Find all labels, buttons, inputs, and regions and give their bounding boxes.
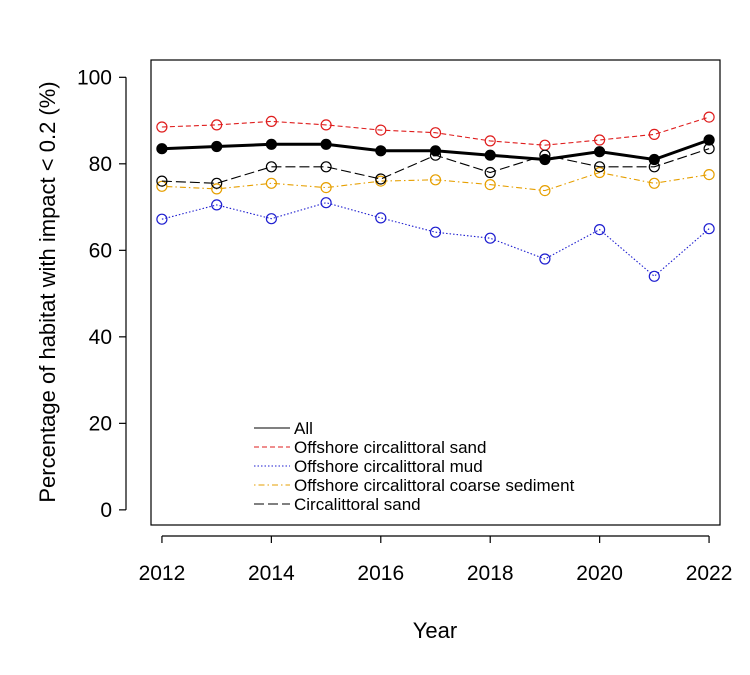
data-point (211, 140, 223, 153)
data-point (211, 177, 223, 189)
data-point (320, 182, 332, 194)
y-tick-label: 20 (89, 412, 112, 435)
data-point (648, 177, 660, 189)
x-tick-label: 2022 (686, 562, 733, 585)
data-point (211, 119, 223, 131)
y-tick-label: 100 (77, 66, 112, 89)
data-point (265, 213, 277, 225)
data-point (703, 111, 715, 123)
data-point (648, 270, 660, 282)
y-tick-label: 60 (89, 239, 112, 262)
data-point (375, 124, 387, 136)
y-axis-title: Percentage of habitat with impact < 0.2 … (35, 81, 60, 502)
data-point (375, 212, 387, 224)
data-point (156, 213, 168, 225)
data-point (265, 115, 277, 128)
data-point (211, 183, 223, 195)
y-axis: 0 20 40 60 80 100 (77, 66, 127, 522)
y-tick-label: 0 (100, 499, 112, 522)
data-point (320, 197, 332, 209)
data-point (484, 149, 496, 161)
x-tick-label: 2020 (576, 562, 623, 585)
data-point (703, 134, 715, 146)
data-point (703, 223, 715, 235)
series-0 (156, 134, 715, 166)
data-point (211, 199, 223, 211)
data-point (429, 226, 442, 238)
legend-item: Circalittoral sand (254, 495, 421, 514)
data-point (156, 175, 168, 187)
series-3 (156, 166, 715, 197)
data-point (539, 185, 551, 197)
data-point (539, 253, 551, 265)
x-axis-title: Year (413, 618, 457, 643)
data-point (429, 145, 442, 157)
data-point (539, 153, 551, 166)
legend-label: Offshore circalittoral sand (294, 438, 486, 457)
data-point (320, 119, 332, 131)
data-point (320, 138, 332, 150)
legend-label: Offshore circalittoral mud (294, 457, 483, 476)
x-tick-label: 2012 (139, 562, 186, 585)
data-point (265, 161, 277, 173)
series-layer (156, 111, 715, 282)
data-point (593, 134, 606, 146)
series-line (161, 171, 710, 192)
data-point (156, 143, 168, 155)
legend-item: Offshore circalittoral coarse sediment (254, 476, 575, 495)
x-tick-label: 2018 (467, 562, 514, 585)
series-line (161, 116, 710, 146)
data-point (703, 169, 715, 181)
series-line (161, 202, 710, 278)
y-tick-label: 80 (89, 153, 112, 176)
legend-label: All (294, 419, 313, 438)
data-point (593, 166, 606, 179)
data-point (484, 166, 496, 179)
legend-item: Offshore circalittoral sand (254, 438, 486, 457)
x-tick-label: 2016 (357, 562, 404, 585)
plot-frame (150, 59, 721, 526)
data-point (648, 128, 660, 140)
series-2 (156, 197, 715, 282)
data-point (429, 174, 442, 186)
data-point (375, 145, 387, 157)
data-point (484, 135, 496, 147)
data-point (375, 173, 387, 185)
data-point (593, 146, 606, 158)
x-tick-label: 2014 (248, 562, 295, 585)
data-point (429, 127, 442, 139)
legend-label: Offshore circalittoral coarse sediment (294, 476, 575, 495)
data-point (265, 138, 277, 150)
data-point (484, 179, 496, 191)
legend-item: All (254, 419, 313, 438)
legend-item: Offshore circalittoral mud (254, 457, 483, 476)
data-point (593, 161, 606, 173)
data-point (648, 153, 660, 166)
series-1 (156, 111, 715, 151)
y-tick-label: 40 (89, 326, 112, 349)
data-point (593, 224, 606, 236)
legend-label: Circalittoral sand (294, 495, 421, 514)
x-axis: 2012 2014 2016 2018 2020 2022 (139, 535, 733, 585)
data-point (320, 161, 332, 173)
data-point (484, 232, 496, 244)
data-point (156, 121, 168, 133)
data-point (265, 177, 277, 189)
